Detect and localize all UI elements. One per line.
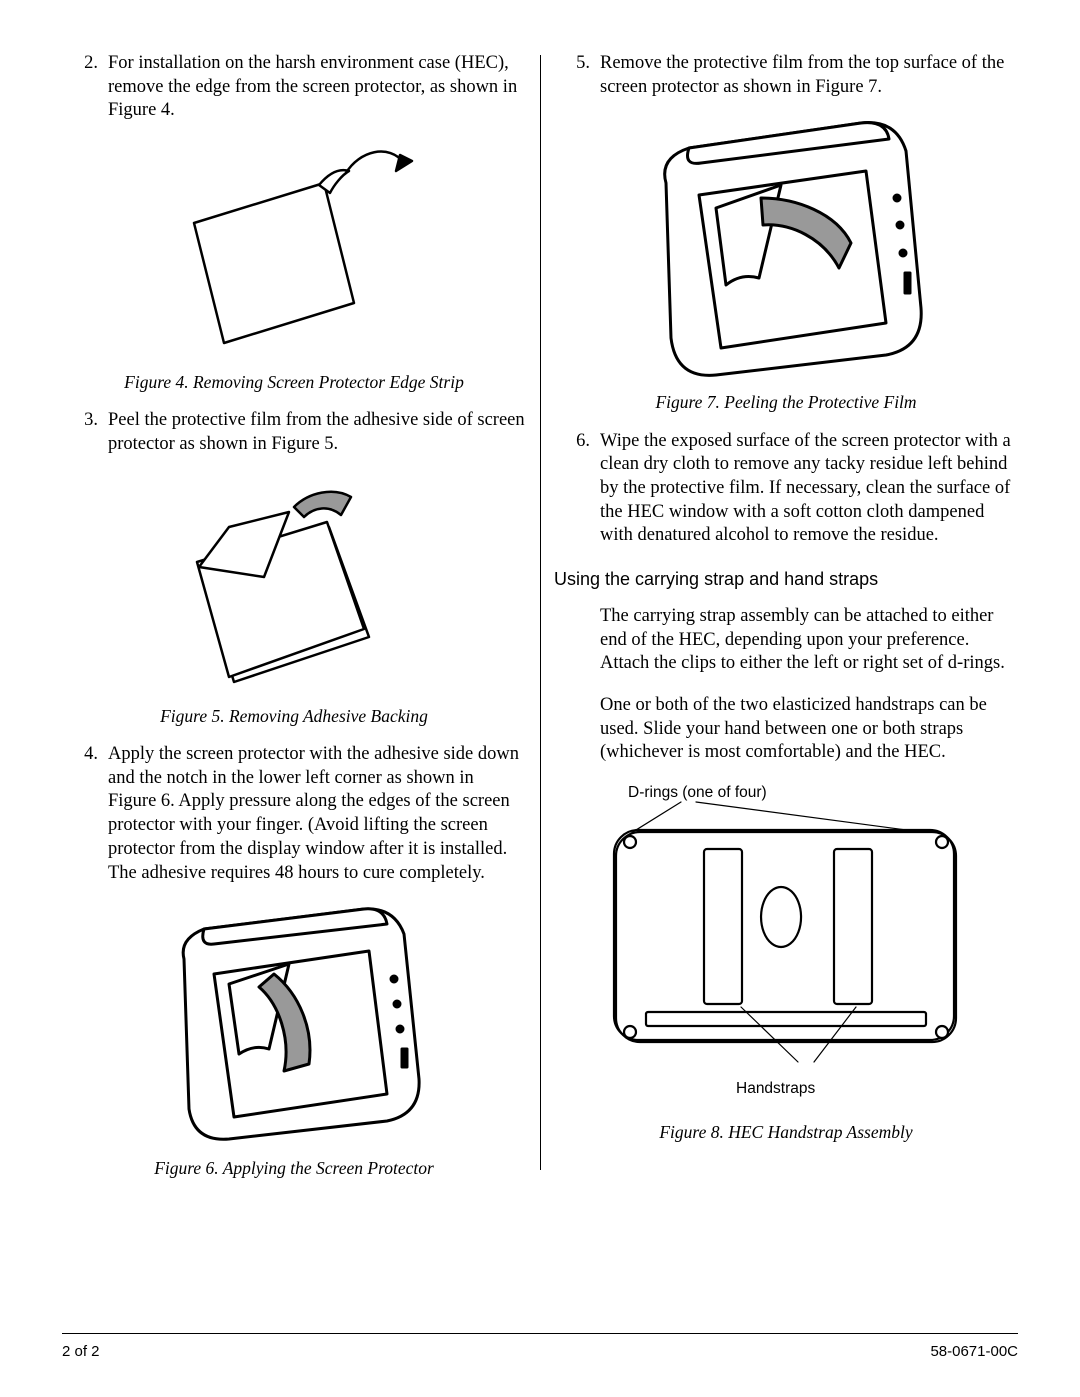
document-id: 58-0671-00C: [930, 1342, 1018, 1361]
step-number: 3.: [62, 409, 108, 456]
figure-4-caption: Figure 4. Removing Screen Protector Edge…: [62, 371, 526, 393]
figure-6: Figure 6. Applying the Screen Protector: [62, 899, 526, 1179]
step-4: 4. Apply the screen protector with the a…: [62, 743, 526, 885]
page-number: 2 of 2: [62, 1342, 100, 1361]
column-divider: [540, 55, 541, 1170]
figure-7: Figure 7. Peeling the Protective Film: [554, 113, 1018, 413]
step-3: 3. Peel the protective film from the adh…: [62, 409, 526, 456]
figure-5-caption: Figure 5. Removing Adhesive Backing: [62, 705, 526, 727]
step-text: Peel the protective film from the adhesi…: [108, 409, 526, 456]
figure-8-svg: [586, 787, 986, 1087]
step-text: Remove the protective film from the top …: [600, 52, 1018, 99]
step-text: Apply the screen protector with the adhe…: [108, 743, 526, 885]
figure-7-caption: Figure 7. Peeling the Protective Film: [554, 391, 1018, 413]
paragraph-1: The carrying strap assembly can be attac…: [554, 605, 1018, 676]
step-text: For installation on the harsh environmen…: [108, 52, 526, 123]
d-rings-label: D-rings (one of four): [628, 783, 767, 803]
step-number: 2.: [62, 52, 108, 123]
figure-6-svg: [159, 899, 429, 1149]
page-footer: 2 of 2 58-0671-00C: [62, 1333, 1018, 1361]
step-2: 2. For installation on the harsh environ…: [62, 52, 526, 123]
figure-8: D-rings (one of four): [554, 787, 1018, 1143]
step-number: 6.: [554, 430, 600, 548]
step-text: Wipe the exposed surface of the screen p…: [600, 430, 1018, 548]
section-heading: Using the carrying strap and hand straps: [554, 568, 1018, 591]
step-6: 6. Wipe the exposed surface of the scree…: [554, 430, 1018, 548]
step-number: 4.: [62, 743, 108, 885]
figure-8-caption: Figure 8. HEC Handstrap Assembly: [554, 1121, 1018, 1143]
paragraph-2: One or both of the two elasticized hands…: [554, 694, 1018, 765]
figure-4-svg: [164, 133, 424, 363]
step-5: 5. Remove the protective film from the t…: [554, 52, 1018, 99]
handstraps-label: Handstraps: [736, 1079, 815, 1099]
figure-7-svg: [641, 113, 931, 383]
figure-6-caption: Figure 6. Applying the Screen Protector: [62, 1157, 526, 1179]
step-number: 5.: [554, 52, 600, 99]
figure-5-svg: [169, 467, 419, 697]
figure-4: Figure 4. Removing Screen Protector Edge…: [62, 133, 526, 393]
figure-5: Figure 5. Removing Adhesive Backing: [62, 467, 526, 727]
